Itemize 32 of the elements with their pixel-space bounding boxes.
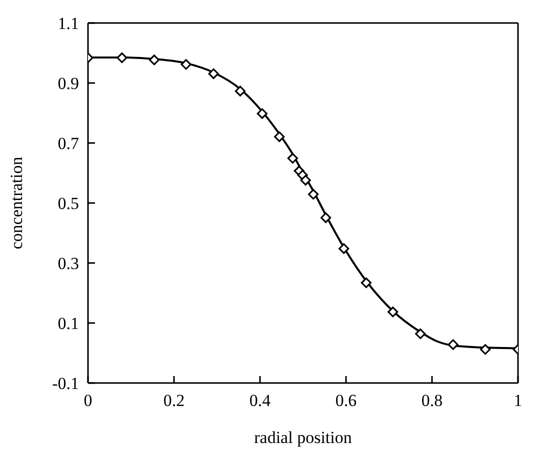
y-tick-label: 0.3: [58, 254, 79, 274]
x-tick-label: 0.2: [163, 391, 185, 410]
point: [448, 339, 458, 350]
point: [148, 54, 160, 66]
x-tick-label: 1: [514, 391, 522, 410]
point: [308, 189, 319, 200]
point: [234, 86, 246, 96]
point: [208, 68, 219, 79]
point: [388, 306, 398, 318]
point: [415, 328, 426, 340]
x-tick-label: 0.6: [335, 391, 357, 410]
point: [360, 278, 372, 288]
point: [274, 131, 285, 142]
y-tick-label: 1.1: [58, 14, 79, 34]
point: [256, 108, 268, 119]
y-axis-title: concentration: [7, 156, 26, 250]
point: [180, 59, 192, 70]
y-tick-label: 0.1: [58, 314, 79, 334]
point: [338, 243, 350, 254]
point: [320, 212, 332, 223]
y-tick-label: 0.7: [58, 134, 80, 154]
point: [300, 174, 311, 186]
y-tick-label: 0.9: [58, 74, 79, 94]
x-tick-label: 0.8: [421, 391, 443, 410]
x-tick-label: 0: [84, 391, 92, 410]
point: [480, 344, 491, 355]
x-axis-title: radial position: [254, 428, 352, 447]
point: [116, 52, 128, 64]
x-tick-label: 0.4: [249, 391, 272, 410]
y-tick-label: 0.5: [58, 194, 79, 214]
y-tick-label: -0.1: [52, 374, 79, 394]
point: [287, 153, 298, 164]
